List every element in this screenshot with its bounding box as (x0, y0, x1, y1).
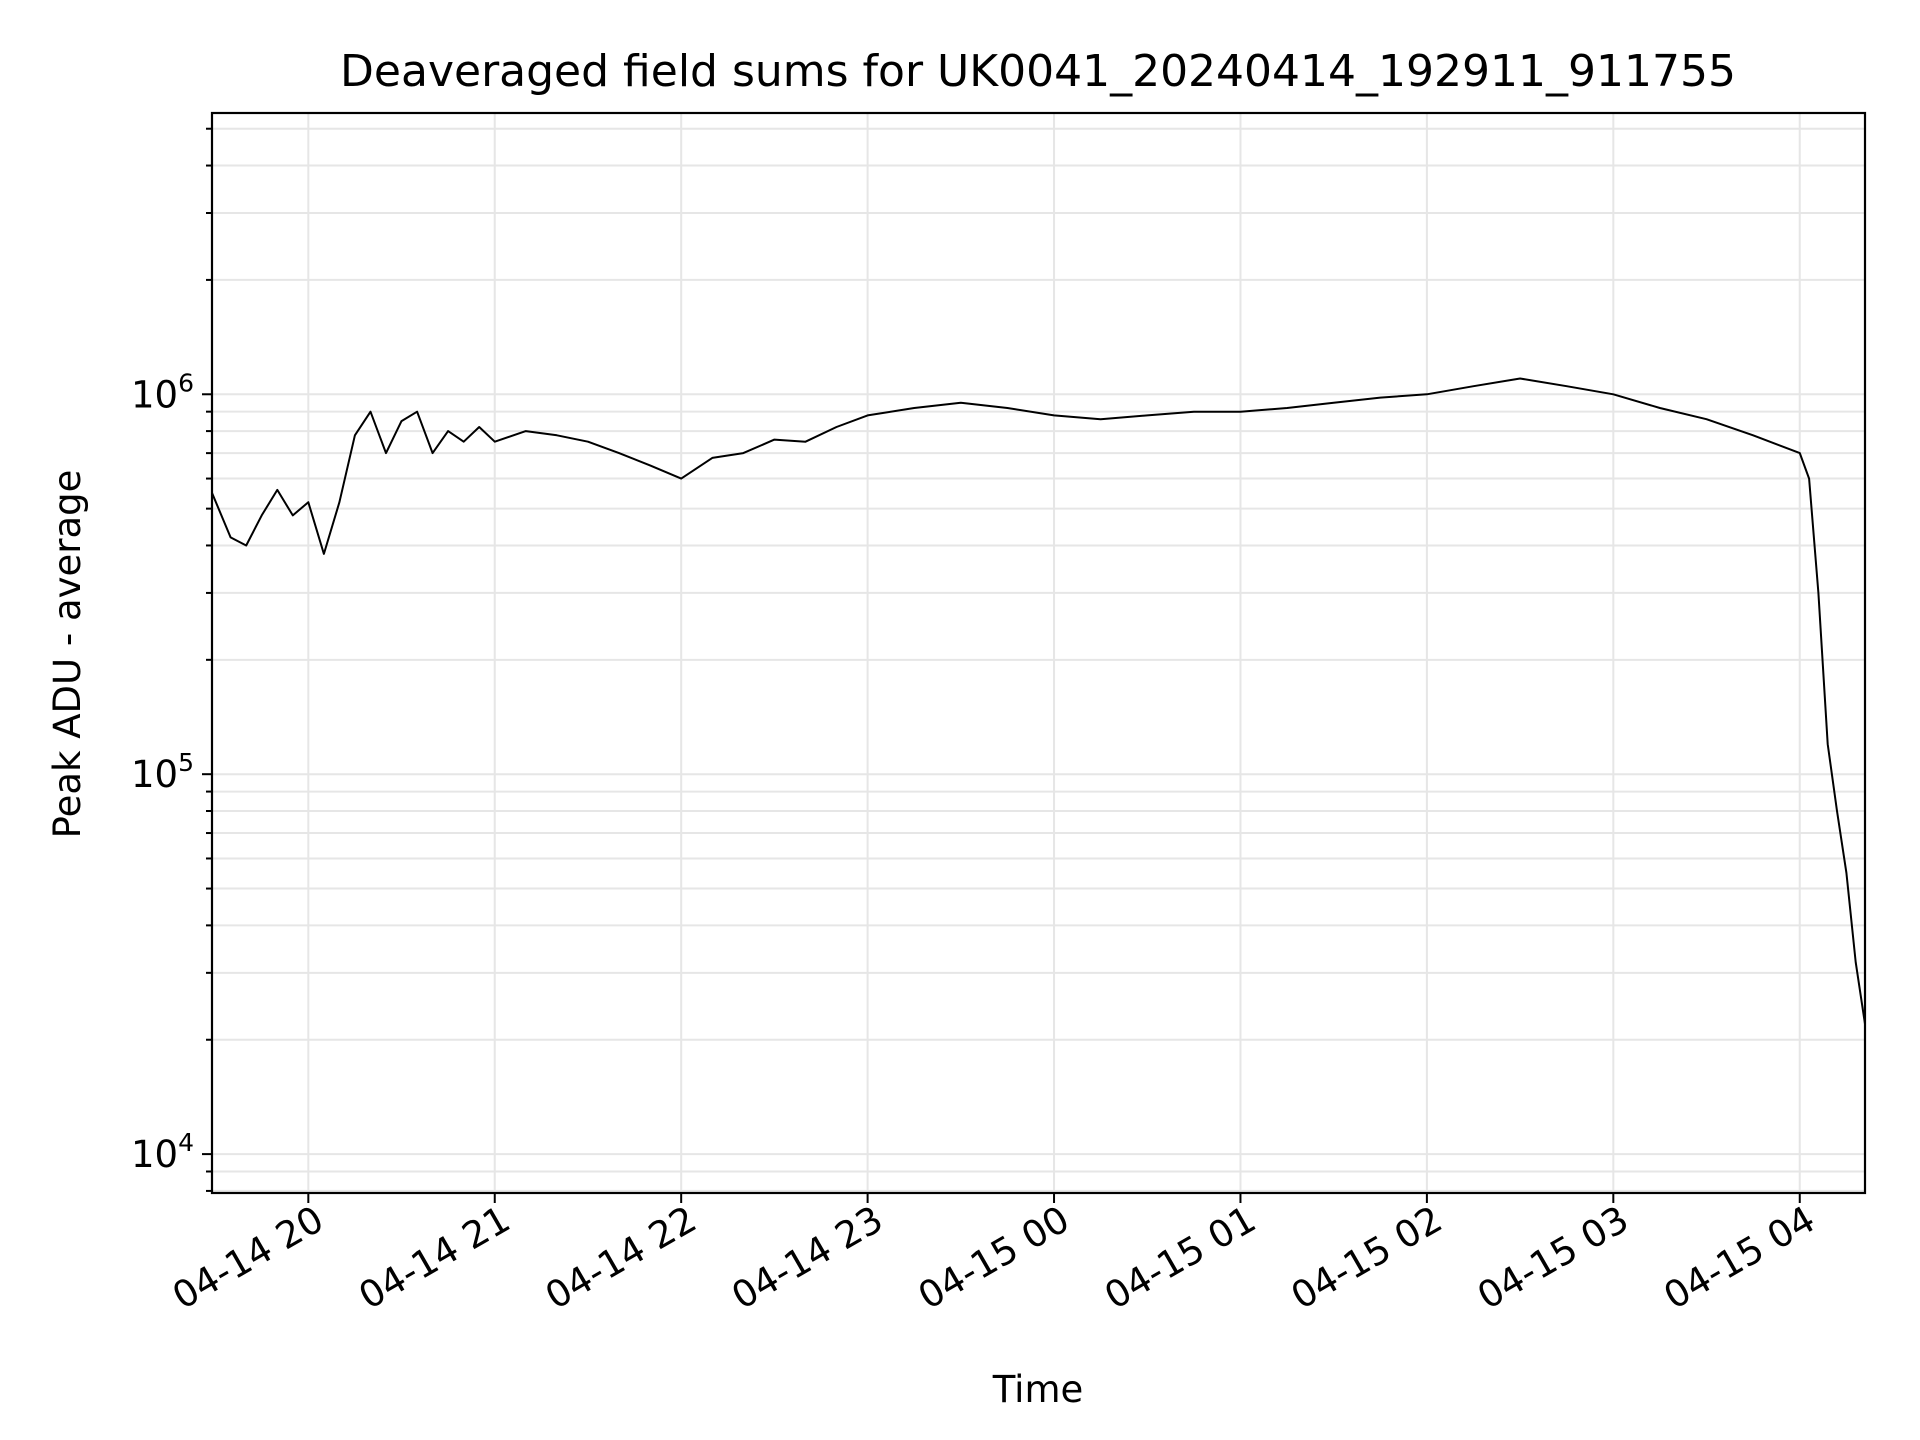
y-tick-label: 104 (131, 1128, 194, 1176)
y-tick-label: 106 (131, 368, 194, 416)
chart-title: Deaveraged field sums for UK0041_2024041… (340, 46, 1736, 97)
grid (212, 113, 1865, 1193)
plot-frame (210, 111, 1867, 1195)
data-line (211, 377, 1866, 1025)
series-line (211, 377, 1866, 1025)
x-axis-label: Time (992, 1368, 1084, 1411)
y-tick-label: 105 (131, 748, 194, 796)
y-axis-label: Peak ADU - average (46, 470, 89, 839)
